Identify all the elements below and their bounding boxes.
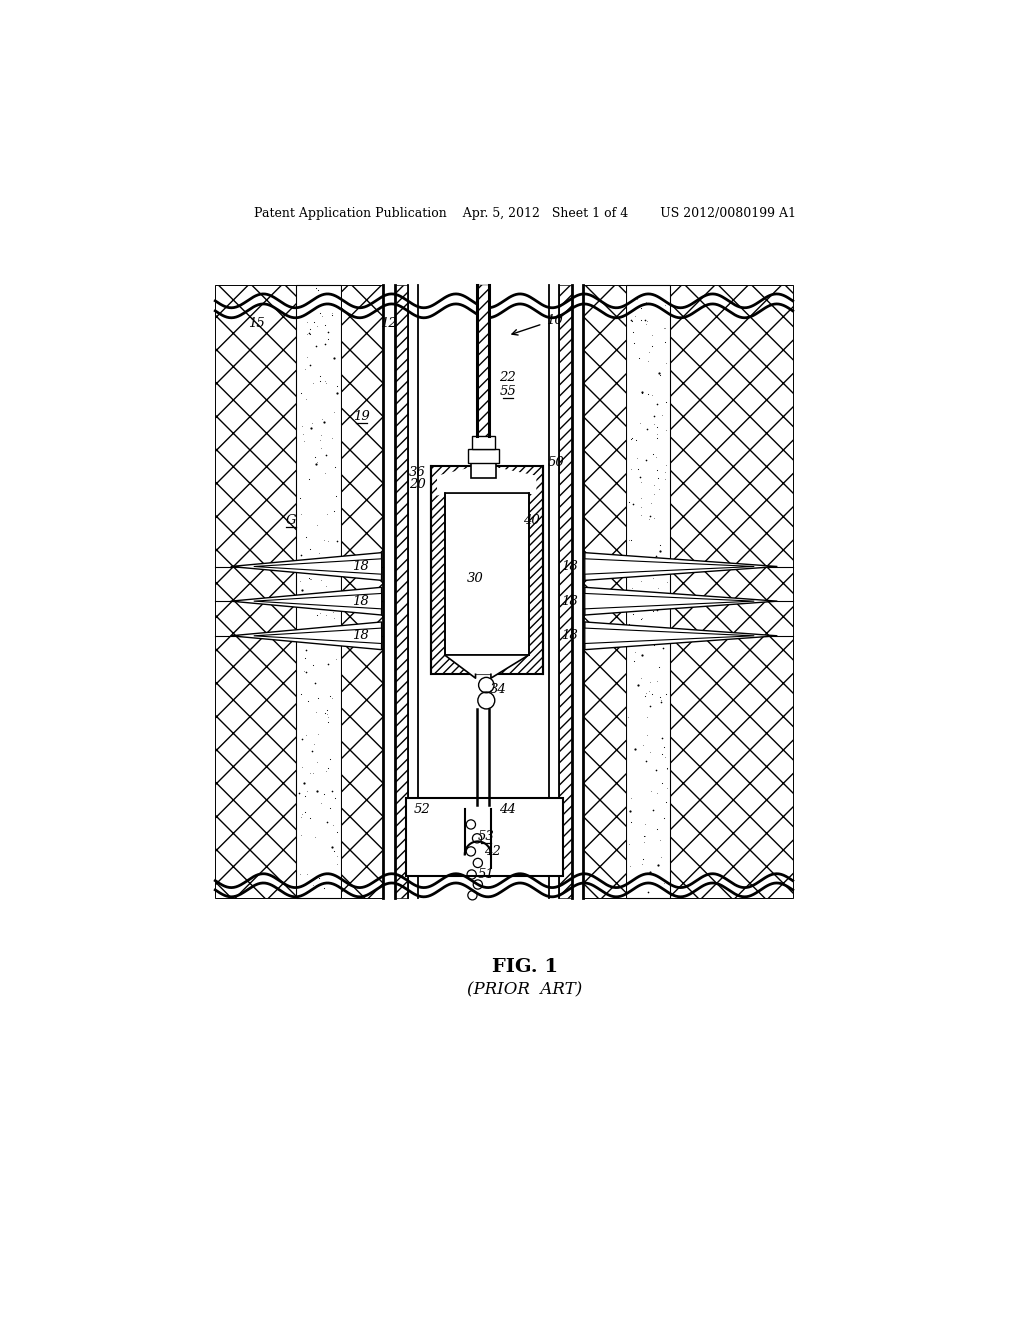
Bar	[407, 797, 563, 876]
Bar	[584, 285, 626, 898]
Text: 51: 51	[478, 869, 495, 880]
Text: 10: 10	[546, 314, 562, 326]
Polygon shape	[585, 553, 777, 581]
Bar	[477, 285, 489, 436]
Text: 18: 18	[561, 560, 578, 573]
Polygon shape	[230, 622, 382, 649]
Bar	[468, 449, 499, 463]
Text: 36: 36	[409, 466, 425, 479]
Text: 40: 40	[522, 513, 540, 527]
Bar	[383, 285, 584, 898]
Text: 55: 55	[500, 385, 516, 399]
Text: 12: 12	[380, 317, 397, 330]
Text: 42: 42	[484, 845, 501, 858]
Bar	[444, 494, 528, 655]
Bar	[671, 285, 793, 898]
Polygon shape	[585, 622, 777, 649]
Text: 50: 50	[547, 455, 564, 469]
Text: 52: 52	[414, 803, 430, 816]
Polygon shape	[585, 587, 777, 615]
Bar	[394, 285, 408, 898]
Text: 34: 34	[490, 684, 507, 696]
Text: 18: 18	[351, 560, 369, 573]
Text: Patent Application Publication    Apr. 5, 2012   Sheet 1 of 4        US 2012/008: Patent Application Publication Apr. 5, 2…	[254, 207, 796, 220]
Polygon shape	[444, 655, 528, 678]
Polygon shape	[230, 587, 382, 615]
Bar	[471, 462, 496, 478]
Text: 15: 15	[248, 317, 264, 330]
Bar	[296, 285, 341, 898]
Text: 19: 19	[353, 409, 370, 422]
Polygon shape	[585, 558, 755, 574]
Text: 53: 53	[478, 829, 495, 842]
Bar	[215, 285, 296, 898]
Text: 20: 20	[409, 478, 425, 491]
Bar	[559, 285, 571, 898]
Polygon shape	[254, 558, 382, 574]
Polygon shape	[585, 594, 755, 609]
Text: G: G	[286, 513, 296, 527]
Polygon shape	[254, 594, 382, 609]
Text: 18: 18	[561, 630, 578, 643]
Bar	[431, 466, 543, 675]
Polygon shape	[585, 628, 755, 644]
Text: FIG. 1: FIG. 1	[492, 958, 558, 975]
Polygon shape	[437, 285, 537, 496]
Bar	[626, 285, 671, 898]
Bar	[341, 285, 383, 898]
Text: 18: 18	[351, 594, 369, 607]
Text: 44: 44	[500, 803, 516, 816]
Bar	[472, 436, 495, 450]
Text: 22: 22	[500, 371, 516, 384]
Polygon shape	[254, 628, 382, 644]
Text: 18: 18	[351, 630, 369, 643]
Polygon shape	[230, 553, 382, 581]
Text: 30: 30	[466, 572, 483, 585]
Text: (PRIOR  ART): (PRIOR ART)	[467, 982, 583, 998]
Text: 18: 18	[561, 594, 578, 607]
